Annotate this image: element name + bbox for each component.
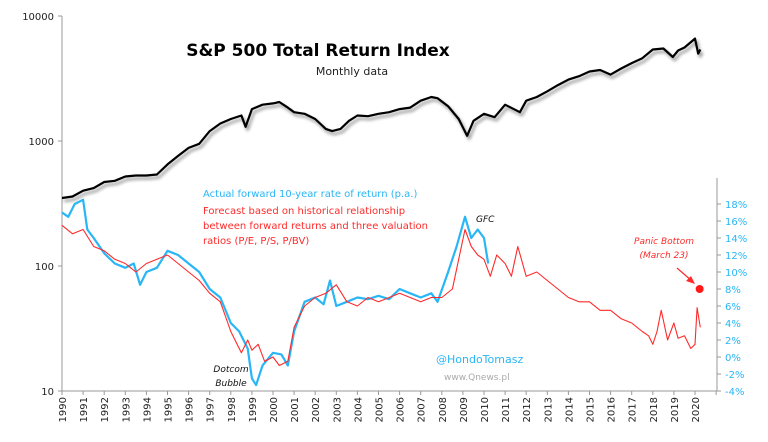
forecast-return-line [61,224,701,367]
x-tick-label: 1992 [100,397,111,422]
x-tick-label: 1990 [58,397,69,422]
x-tick-label: 2003 [332,397,343,422]
x-tick-label: 1993 [121,397,132,422]
x-tick-label: 2005 [375,397,386,422]
x-tick-label: 2018 [649,397,660,422]
x-tick-label: 1991 [79,397,90,422]
legend-actual: Actual forward 10-year rate of return (p… [203,189,417,200]
x-tick-label: 2010 [480,397,491,422]
legend-forecast-3: ratios (P/E, P/S, P/BV) [203,236,309,247]
gfc-label: GFC [476,215,495,225]
right-tick-label: 14% [725,234,747,245]
x-tick-label: 1999 [248,397,259,422]
x-tick-label: 2012 [522,397,533,422]
x-tick-label: 2002 [311,397,322,422]
x-tick-label: 2004 [353,397,364,422]
chart-subtitle: Monthly data [316,65,388,78]
x-tick-label: 1996 [185,397,196,422]
watermark-handle: @HondoTomasz [436,353,523,366]
chart-title: S&P 500 Total Return Index [186,41,450,61]
right-tick-label: -2% [725,370,744,381]
x-tick-label: 2009 [459,397,470,422]
left-tick-label: 10 [41,387,54,398]
right-tick-label: -4% [725,387,744,398]
right-tick-label: 18% [725,200,747,211]
x-tick-label: 2016 [607,397,618,422]
x-tick-label: 1998 [227,397,238,422]
legend-forecast-1: Forecast based on historical relationshi… [203,206,405,217]
dotcom-label-2: Bubble [215,379,247,389]
x-tick-label: 2006 [396,397,407,422]
right-tick-label: 10% [725,268,747,279]
x-tick-label: 2007 [417,397,428,422]
x-tick-label: 2017 [628,397,639,422]
right-tick-label: 0% [725,353,741,364]
x-tick-label: 1997 [206,397,217,422]
x-tick-label: 1994 [142,397,153,422]
x-tick-label: 2019 [670,397,681,422]
sp500-index-line [61,37,702,200]
right-tick-label: 4% [725,319,741,330]
x-tick-label: 2001 [290,397,301,422]
x-tick-label: 1995 [164,397,175,422]
panic-label-2: (March 23) [640,251,689,261]
x-tick-label: 2020 [691,397,702,422]
x-tick-label: 2015 [586,397,597,422]
x-tick-label: 2014 [564,397,575,422]
panic-bottom-point [695,285,704,293]
right-tick-label: 6% [725,302,741,313]
left-tick-label: 1000 [29,137,54,148]
watermark-site: www.Qnews.pl [444,373,510,383]
panic-label-1: Panic Bottom [634,237,694,247]
left-tick-label: 100 [35,262,54,273]
x-tick-label: 2011 [501,397,512,422]
right-tick-label: 12% [725,251,747,262]
x-tick-label: 2000 [269,397,280,422]
panic-arrow-head [686,276,695,284]
right-tick-label: 16% [725,217,747,228]
left-tick-label: 10000 [22,12,54,23]
right-tick-label: 8% [725,285,741,296]
dotcom-label-1: Dotcom [213,365,248,375]
x-tick-label: 2013 [543,397,554,422]
x-tick-label: 2008 [438,397,449,422]
legend-forecast-2: between forward returns and three valuat… [203,221,428,232]
right-tick-label: 2% [725,336,741,347]
